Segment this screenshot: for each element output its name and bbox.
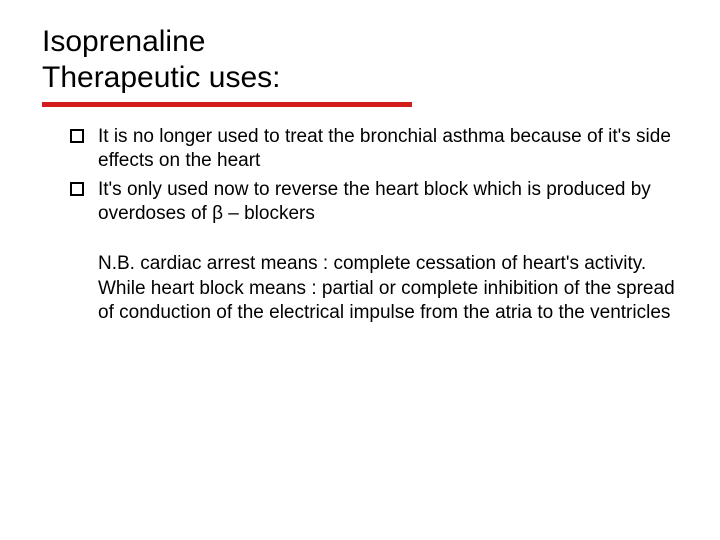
title-underline <box>42 102 412 107</box>
list-item: It's only used now to reverse the heart … <box>70 178 678 227</box>
bullet-list: It is no longer used to treat the bronch… <box>42 125 678 226</box>
title-line-2: Therapeutic uses: <box>42 61 280 94</box>
slide-title: Isoprenaline Therapeutic uses: <box>42 24 678 96</box>
slide: Isoprenaline Therapeutic uses: It is no … <box>0 0 720 540</box>
bullet-text: It is no longer used to treat the bronch… <box>98 126 671 171</box>
slide-body: It is no longer used to treat the bronch… <box>42 125 678 325</box>
list-item: It is no longer used to treat the bronch… <box>70 125 678 174</box>
checkbox-icon <box>70 129 84 143</box>
title-line-1: Isoprenaline <box>42 25 205 58</box>
note-paragraph: N.B. cardiac arrest means : complete ces… <box>42 252 678 325</box>
checkbox-icon <box>70 182 84 196</box>
bullet-text: It's only used now to reverse the heart … <box>98 179 651 224</box>
